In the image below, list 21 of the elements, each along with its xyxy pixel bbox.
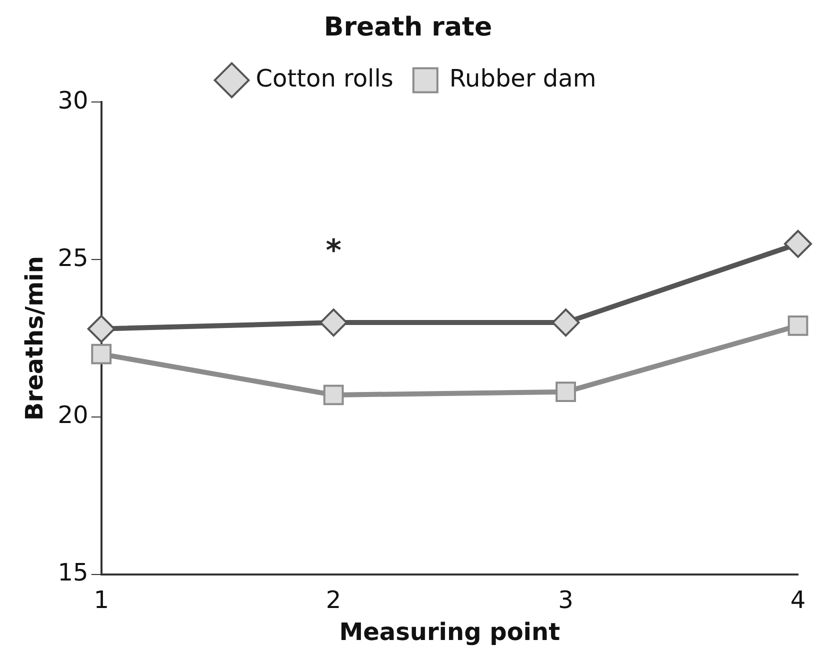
point xyxy=(323,384,344,406)
point xyxy=(556,382,576,402)
y-axis-title: Breaths/min xyxy=(20,256,49,421)
x-axis-title: Measuring point xyxy=(339,618,560,646)
x-tick-label: 4 xyxy=(790,586,806,614)
annotation: * xyxy=(326,233,342,268)
x-tick-label: 2 xyxy=(326,586,342,614)
y-tick-label: 15 xyxy=(58,558,88,587)
y-tick-label: 20 xyxy=(58,401,88,430)
legend-label: Cotton rolls xyxy=(256,64,394,92)
y-tick-label: 30 xyxy=(58,86,88,114)
point xyxy=(788,316,808,336)
x-tick-label: 1 xyxy=(94,586,109,614)
point xyxy=(87,314,116,343)
point xyxy=(784,230,812,258)
legend-label: Rubber dam xyxy=(449,64,596,92)
point xyxy=(91,344,112,364)
y-tick-label: 25 xyxy=(58,244,88,272)
x-tick-label: 3 xyxy=(558,586,574,614)
point xyxy=(552,308,580,337)
chart-title: Breath rate xyxy=(324,12,492,42)
